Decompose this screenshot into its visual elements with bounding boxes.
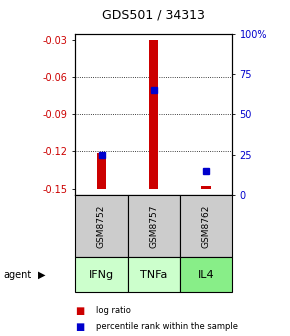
- Text: ■: ■: [75, 306, 85, 316]
- Text: ■: ■: [75, 322, 85, 332]
- Text: IL4: IL4: [197, 270, 214, 280]
- Text: GSM8762: GSM8762: [201, 204, 211, 248]
- Text: ▶: ▶: [38, 270, 46, 280]
- Bar: [97, 153, 106, 189]
- Text: percentile rank within the sample: percentile rank within the sample: [96, 322, 238, 331]
- Text: IFNg: IFNg: [89, 270, 114, 280]
- Text: log ratio: log ratio: [96, 306, 130, 315]
- Text: GSM8752: GSM8752: [97, 204, 106, 248]
- Text: agent: agent: [3, 270, 31, 280]
- Bar: [201, 186, 211, 189]
- Text: GDS501 / 34313: GDS501 / 34313: [102, 9, 205, 22]
- Bar: [149, 40, 158, 189]
- Text: GSM8757: GSM8757: [149, 204, 158, 248]
- Text: TNFa: TNFa: [140, 270, 167, 280]
